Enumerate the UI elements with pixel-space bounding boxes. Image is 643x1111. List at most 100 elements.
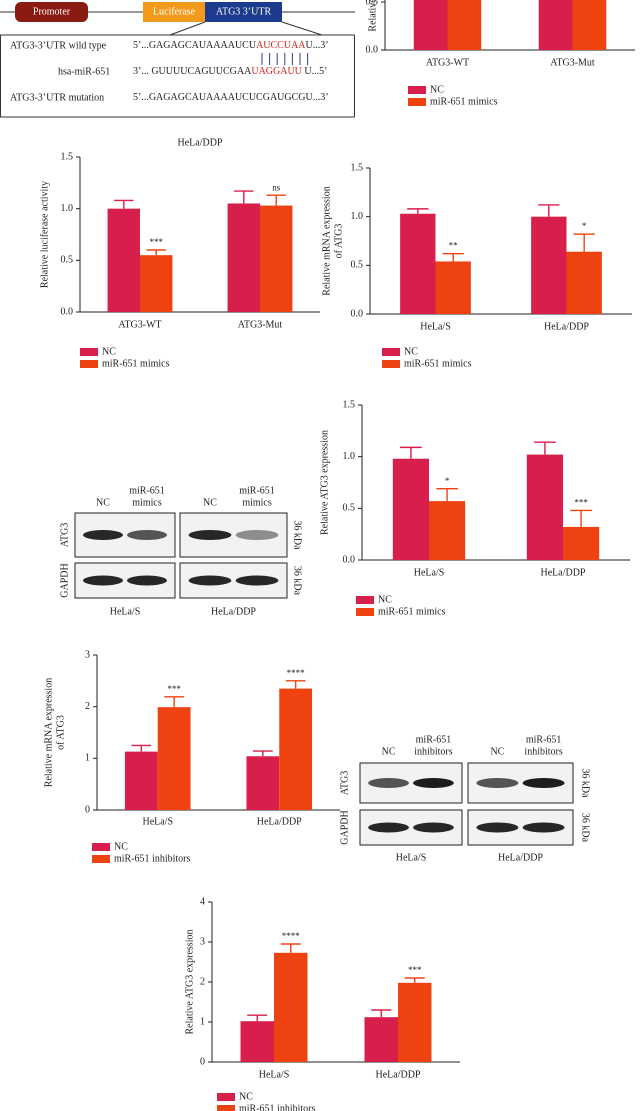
cell-label: HeLa/DDP [211, 606, 256, 617]
y-axis-label: Relative ATG3 expression [184, 930, 195, 1035]
y-tick-label: 3 [200, 936, 205, 947]
error-bar [407, 208, 429, 214]
x-tick-label: ATG3-Mut [550, 57, 595, 68]
x-tick-label: HeLa/DDP [257, 816, 302, 827]
lane-label: miR-651 [129, 485, 165, 496]
construct-box [205, 2, 282, 22]
size-label: 36 kDa [292, 566, 303, 596]
lane-label: mimics [132, 497, 162, 508]
legend-label: NC [404, 346, 418, 357]
y-axis-label: Relative ATG3 expression [319, 430, 330, 535]
y-tick-label: 0.0 [351, 308, 364, 319]
size-label: 36 kDa [292, 520, 303, 550]
blot-band [188, 530, 232, 540]
x-tick-label: ATG3-Mut [238, 319, 283, 330]
legend-swatch [382, 348, 400, 356]
bar [260, 205, 293, 312]
sequence-part: 5’...GAGAGCAUAAAAUCU [133, 40, 257, 51]
cell-label: HeLa/S [396, 852, 427, 863]
bar [400, 213, 436, 314]
y-tick-label: 0.0 [343, 554, 356, 565]
bar [364, 1017, 398, 1062]
legend-swatch [92, 843, 110, 851]
x-tick-label: HeLa/S [414, 567, 445, 578]
legend-swatch [356, 608, 374, 616]
y-tick-label: 0.5 [351, 260, 364, 271]
sequence-box [0, 34, 355, 118]
bar [531, 216, 567, 314]
bar [246, 756, 280, 810]
x-tick-label: HeLa/S [142, 816, 173, 827]
sequence-part: AUCCUAA [256, 40, 306, 51]
legend-swatch [217, 1105, 235, 1111]
bar [157, 707, 191, 810]
y-tick-label: 0.5 [61, 255, 74, 266]
y-tick-label: 1 [200, 1016, 205, 1027]
significance: **** [282, 931, 301, 941]
lane-label: mimics [242, 497, 272, 508]
legend-label: miR-651 mimics [102, 358, 170, 369]
bar [274, 952, 308, 1062]
legend-label: NC [378, 594, 392, 605]
significance: *** [149, 237, 163, 247]
error-bar [280, 943, 301, 953]
legend-label: NC [239, 1091, 253, 1102]
bar [124, 751, 158, 810]
legend-swatch [92, 855, 110, 863]
error-bar [436, 488, 458, 502]
size-label: 36 kDa [580, 813, 591, 843]
blot-band [413, 822, 454, 833]
significance: *** [574, 497, 588, 507]
y-tick-label: 3 [85, 649, 90, 660]
size-label: 36 kDa [580, 768, 591, 798]
legend-label: NC [114, 841, 128, 852]
error-bar [285, 680, 306, 689]
bar [413, 0, 448, 50]
y-tick-label: 1.0 [61, 203, 74, 214]
blot-band [127, 575, 167, 586]
sequence-part: U...3’ [306, 40, 329, 51]
x-tick-label: HeLa/DDP [376, 1069, 421, 1080]
legend-label: miR-651 inhibitors [114, 853, 191, 864]
lane-label: NC [96, 497, 110, 508]
legend-label: miR-651 mimics [404, 358, 472, 369]
significance: * [445, 476, 450, 486]
sequence: 5’...GAGAGCAUAAAAUCUCGAUGCGU...3’ [133, 92, 329, 103]
y-axis-label: Relative mRNA expression [321, 186, 332, 295]
error-bar [371, 1009, 392, 1018]
cell-label: HeLa/DDP [498, 852, 543, 863]
connector [169, 21, 206, 36]
row-label: GAPDH [59, 563, 70, 597]
y-tick-label: 0.5 [343, 503, 356, 514]
y-tick-label: 1.0 [351, 211, 364, 222]
y-tick-label: 2 [200, 976, 205, 987]
chart-title: HeLa/DDP [178, 137, 223, 148]
construct-label: Luciferase [153, 6, 196, 17]
error-bar [114, 199, 134, 209]
y-axis-label: of ATG3 [55, 715, 66, 750]
y-axis-label: of ATG3 [333, 224, 344, 259]
significance: ns [272, 182, 281, 192]
legend-label: NC [102, 346, 116, 357]
error-bar [253, 750, 273, 757]
row-label: ATG3-3’UTR mutation [10, 92, 104, 103]
legend-swatch [408, 86, 426, 94]
construct-label: Promoter [33, 6, 71, 17]
blot-band [413, 778, 454, 788]
lane-label: miR-651 [526, 734, 562, 745]
connector [281, 21, 323, 36]
significance: *** [408, 965, 422, 975]
construct-box [143, 2, 205, 22]
lane-label: miR-651 [416, 734, 452, 745]
blot-band [83, 575, 123, 586]
error-bar [400, 446, 422, 459]
bar [227, 203, 260, 312]
x-tick-label: HeLa/DDP [541, 567, 586, 578]
lane-label: NC [203, 497, 217, 508]
blot-band [476, 822, 519, 833]
y-tick-label: 0 [200, 1056, 205, 1067]
legend-swatch [382, 360, 400, 368]
legend-swatch [408, 98, 426, 106]
row-label: GAPDH [339, 810, 350, 844]
